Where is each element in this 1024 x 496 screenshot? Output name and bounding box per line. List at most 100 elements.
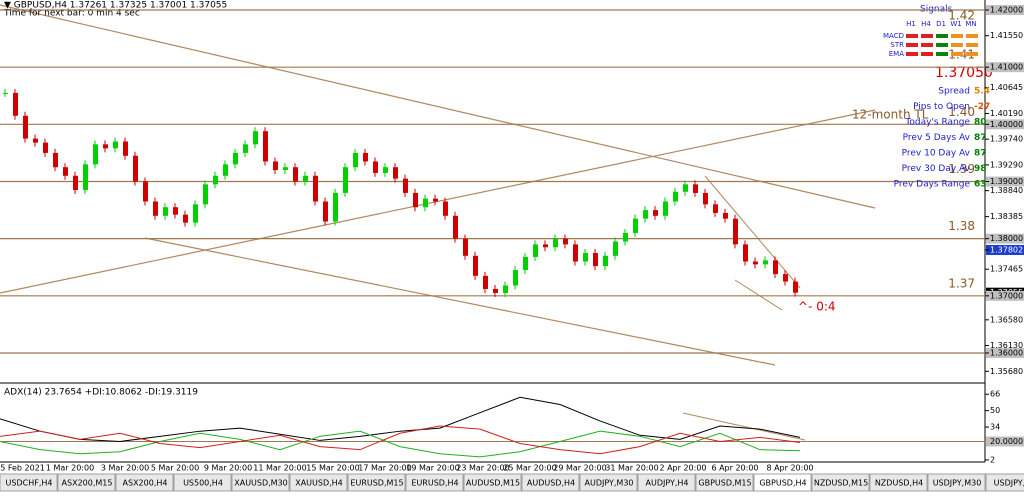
candle (633, 218, 638, 233)
trend-line (0, 4, 876, 209)
candle (703, 192, 708, 205)
level-label: 1.37 (948, 276, 975, 290)
trendline-label: 12-month TL (852, 108, 929, 122)
signal-row: STR (890, 41, 904, 49)
price-tick-label: 1.37000 (990, 291, 1023, 300)
time-label: 8 Apr 20:00 (766, 464, 813, 473)
tab-label[interactable]: AUDJPY,M30 (584, 479, 633, 488)
current-price: 1.37050 (935, 65, 993, 81)
candle (233, 152, 238, 165)
candle (453, 215, 458, 239)
tab-label[interactable]: NZDUSD,H4 (875, 479, 923, 488)
signal-cell (936, 34, 948, 38)
candle (203, 184, 208, 205)
candle (133, 155, 138, 182)
candle (253, 131, 258, 145)
price-tick-label: 1.42000 (990, 6, 1023, 15)
tab-label[interactable]: EURUSD,M15 (350, 479, 403, 488)
price-tick-label: 1.40190 (990, 109, 1023, 118)
candle (273, 161, 278, 171)
tab[interactable] (811, 473, 870, 492)
candle (163, 207, 168, 216)
price-tick-label: 1.37465 (990, 265, 1023, 274)
tab[interactable] (0, 473, 58, 492)
signal-cell (906, 43, 918, 47)
candle (173, 207, 178, 215)
tab-label[interactable]: ASX200,H4 (123, 479, 168, 488)
candle (753, 261, 758, 265)
wedge-line (734, 279, 783, 311)
price-tick-label: 1.36130 (990, 341, 1023, 350)
signal-cell (966, 43, 978, 47)
price-box (986, 244, 1024, 255)
tab[interactable] (405, 473, 464, 492)
tab[interactable] (637, 473, 696, 492)
tab-label[interactable]: ASX200,M15 (62, 479, 113, 488)
info-label: Spread (938, 87, 970, 97)
signal-column: W1 (950, 20, 961, 28)
indicator-tick-label: 20.0000 (990, 437, 1023, 446)
candle (493, 288, 498, 293)
time-label: 19 Mar 20:00 (406, 464, 459, 473)
signal-cell (951, 43, 963, 47)
candle (353, 152, 358, 168)
tab-label[interactable]: US500,H4 (183, 479, 223, 488)
tab[interactable] (463, 473, 522, 492)
candle (183, 214, 188, 223)
tab[interactable] (927, 473, 986, 492)
candle (393, 167, 398, 179)
time-label: 15 Mar 20:00 (306, 464, 359, 473)
tab[interactable] (57, 473, 116, 492)
time-label: 25 Feb 2021 (0, 464, 45, 473)
tab[interactable] (347, 473, 406, 492)
time-label: 1 Mar 20:00 (46, 464, 94, 473)
tab[interactable] (521, 473, 580, 492)
candle (3, 92, 8, 94)
info-label: Pips to Open (913, 102, 970, 112)
bar-timer: Time for next bar: 0 min 4 sec (3, 9, 140, 19)
tab-label[interactable]: XAUUSD,M30 (234, 479, 288, 488)
price-box (986, 176, 1024, 187)
candle (243, 144, 248, 153)
tab-label[interactable]: AUDUSD,M15 (466, 479, 520, 488)
indicator-tick-label: 34 (990, 423, 1000, 432)
price-tick-label: 1.36580 (990, 315, 1023, 324)
tab-label[interactable]: EURUSD,H4 (411, 479, 458, 488)
tab-label[interactable]: XAUUSD,H4 (295, 479, 343, 488)
signal-cell (906, 34, 918, 38)
tab-label[interactable]: AUDJPY,H4 (645, 479, 688, 488)
tab[interactable] (985, 473, 1024, 492)
tab[interactable] (115, 473, 174, 492)
tab[interactable] (173, 473, 232, 492)
tab[interactable] (869, 473, 928, 492)
candle (143, 181, 148, 202)
candle (323, 201, 328, 222)
symbol-line: ▼ GBPUSD,H4 1.37261 1.37325 1.37001 1.37… (4, 1, 227, 11)
tab-label[interactable]: GBPUSD,H4 (759, 479, 806, 488)
candle (643, 210, 648, 219)
tab-label[interactable]: USDJPY,M30 (933, 479, 982, 488)
tab[interactable] (231, 473, 290, 492)
indicator-tick-label: 2 (990, 455, 995, 464)
candle (773, 260, 778, 275)
price-tick-label: 1.41000 (990, 63, 1023, 72)
candle (793, 281, 798, 293)
tab-label[interactable]: USDJPY,H4 (994, 479, 1024, 488)
tab-label[interactable]: NZDUSD,M15 (814, 479, 868, 488)
tab[interactable] (289, 473, 348, 492)
tab-label[interactable]: GBPUSD,M15 (698, 479, 751, 488)
candle (43, 142, 48, 153)
tab-label[interactable]: AUDUSD,H4 (527, 479, 575, 488)
tab-label[interactable]: USDCHF,H4 (6, 479, 53, 488)
tab[interactable] (579, 473, 638, 492)
info-label: Prev 30 Day Av (902, 164, 971, 174)
tab[interactable] (695, 473, 754, 492)
candle (513, 270, 518, 286)
trend-line (144, 237, 776, 366)
time-label: 5 Mar 20:00 (151, 464, 199, 473)
candle (443, 201, 448, 216)
info-label: Prev Days Range (894, 180, 971, 190)
tab[interactable] (753, 473, 812, 492)
